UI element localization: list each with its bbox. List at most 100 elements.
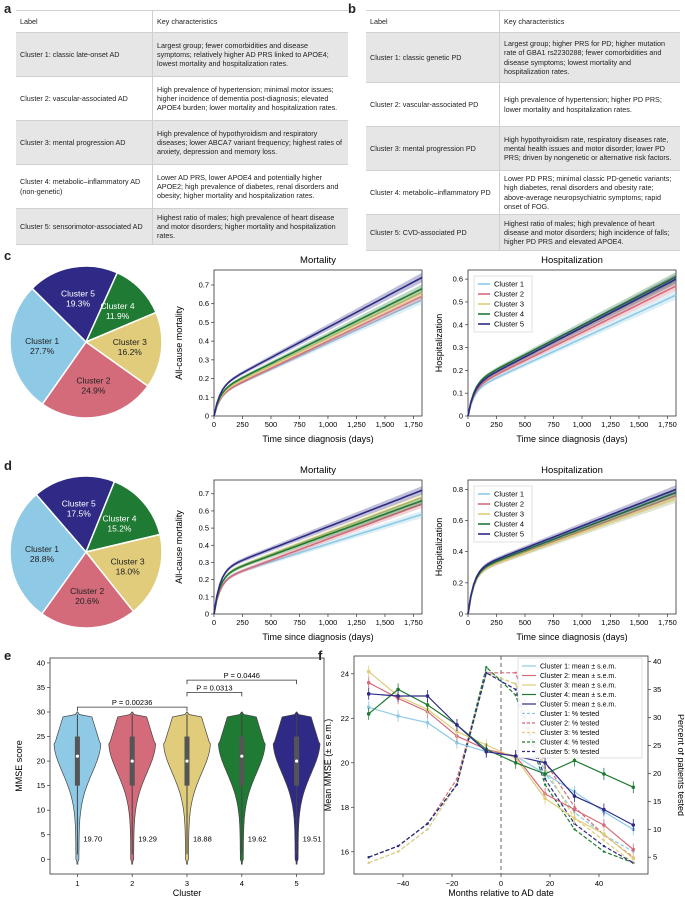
y-tick-label: 22	[341, 714, 349, 723]
panel-letter-b: b	[348, 1, 356, 16]
table-b-row-chars: High prevalence of hypertension; higher …	[499, 82, 680, 127]
confidence-band	[468, 274, 676, 416]
y-tick-label: 0.4	[199, 337, 209, 346]
percent-tested-point	[455, 777, 459, 781]
legend-label: Cluster 5: mean ± s.e.m.	[540, 702, 616, 709]
pie-slice-label: Cluster 1	[25, 336, 59, 346]
table-a-row-chars: Largest group; fewer comorbidities and d…	[152, 32, 348, 77]
percent-tested-point	[602, 850, 606, 853]
plot-frame	[467, 269, 677, 417]
violin-mean-label: 19.62	[248, 835, 267, 844]
series-line	[213, 291, 423, 417]
y-axis-label: Hospitalization	[434, 314, 444, 373]
x-tick-label: −20	[446, 879, 459, 888]
mean-mmse-point	[366, 705, 371, 709]
y-tick-label: 24	[341, 669, 349, 678]
chart-title: Hospitalization	[541, 255, 603, 266]
mortality-chart-d: Mortality 0 250 500 750 1,000 1,250 1,500 1,750 0…	[174, 465, 423, 642]
mmse-line-chart-f: −40 −20 0 20 40 16 18 20 22 24 5 10 15 20 25 30 35 40 Mont…	[323, 655, 684, 898]
significance-bracket	[186, 691, 243, 697]
pie-slice-label: Cluster 2	[70, 586, 104, 596]
percent-tested-point	[602, 844, 606, 848]
percent-tested-point	[543, 783, 547, 786]
pie-slice	[35, 475, 116, 554]
pie-slice-label: Cluster 4	[101, 301, 135, 311]
x-axis-label: Time since diagnosis (days)	[516, 434, 627, 444]
y-tick-label: 0.7	[199, 489, 209, 498]
series-line	[467, 497, 677, 615]
table-b-header-chars: Key characteristics	[499, 10, 680, 33]
x-tick-label: 0	[499, 879, 503, 888]
y-tick-label: 0.7	[199, 280, 209, 289]
legend-label: Cluster 3	[494, 510, 524, 519]
series-line	[213, 503, 423, 615]
legend-label: Cluster 4	[494, 520, 524, 529]
panel-letter-d: d	[4, 458, 12, 473]
panel-letter-a: a	[4, 1, 12, 16]
mean-mmse-point	[572, 816, 577, 821]
percent-tested-point	[485, 671, 488, 674]
y2-tick-label: 30	[653, 713, 661, 722]
pie-slice-label: Cluster 3	[113, 337, 147, 347]
pie-slice-value: 19.3%	[66, 299, 91, 309]
confidence-band	[214, 510, 422, 614]
y2-tick-label: 5	[653, 853, 657, 862]
pie-slice	[40, 550, 135, 629]
table-b-row-label: Cluster 3: mental progression PD	[366, 126, 500, 171]
confidence-band	[214, 292, 422, 416]
x-axis-label: Cluster	[173, 888, 202, 898]
table-a-row-chars: High prevalence of hypothyroidism and re…	[152, 120, 348, 165]
y-tick-label: 0.5	[199, 318, 209, 327]
legend-label: Cluster 2	[494, 500, 524, 509]
series-line	[467, 294, 677, 417]
pie-slice	[31, 265, 119, 344]
mean-mmse-point	[631, 823, 636, 827]
table-b-row-chars: High hypothyroidism rate, respiratory di…	[499, 126, 680, 171]
x-tick-label: 1,250	[601, 618, 620, 627]
y2-tick-label: 15	[653, 797, 661, 806]
violin-mean-label: 19.51	[303, 835, 322, 844]
table-a-row-chars: Highest ratio of males; high prevalence …	[152, 208, 348, 245]
table-b-row-chars: Largest group; higher PRS for PD; higher…	[499, 32, 680, 83]
legend-label: Cluster 4: mean ± s.e.m.	[540, 692, 616, 699]
x-tick-label: 500	[519, 420, 532, 429]
mean-mmse-point	[513, 754, 518, 758]
x-tick-label: 500	[265, 420, 278, 429]
mean-mmse-point	[396, 714, 400, 718]
series-line	[213, 499, 423, 615]
legend-label: Cluster 3: mean ± s.e.m.	[540, 683, 616, 690]
y-tick-label: 0.2	[453, 366, 463, 375]
percent-tested-point	[426, 822, 429, 825]
x-tick-label: 1,250	[347, 420, 366, 429]
plot-frame	[213, 269, 423, 417]
confidence-band	[214, 284, 422, 416]
mean-mmse-line	[368, 682, 634, 850]
x-tick-label: 3	[185, 879, 189, 888]
legend-label: Cluster 5: % tested	[540, 749, 599, 756]
mean-mmse-point	[366, 680, 371, 685]
x-tick-label: 1,500	[630, 618, 649, 627]
pie-slice-value: 28.8%	[30, 554, 55, 564]
legend-label: Cluster 4	[494, 310, 524, 319]
x-tick-label: 750	[547, 618, 560, 627]
pie-slice-value: 11.9%	[106, 311, 130, 321]
mean-mmse-point	[572, 758, 577, 763]
x-axis-label: Time since diagnosis (days)	[262, 632, 373, 642]
x-axis-label: Time since diagnosis (days)	[262, 434, 373, 444]
percent-tested-point	[455, 783, 459, 786]
violin-iqr-box	[239, 736, 245, 786]
pie-slice	[84, 480, 161, 554]
confidence-band	[468, 281, 676, 416]
x-tick-label: 1,250	[601, 420, 620, 429]
table-b-header-label: Label	[366, 10, 500, 33]
y-tick-label: 40	[37, 658, 45, 667]
y-tick-label: 15	[37, 781, 45, 790]
x-tick-label: 20	[546, 879, 554, 888]
x-tick-label: 0	[466, 618, 470, 627]
mean-mmse-point	[484, 749, 489, 754]
legend-label: Cluster 5	[494, 530, 524, 539]
x-tick-label: 0	[212, 420, 216, 429]
y2-tick-label: 25	[653, 741, 661, 750]
plot-frame	[467, 479, 677, 615]
